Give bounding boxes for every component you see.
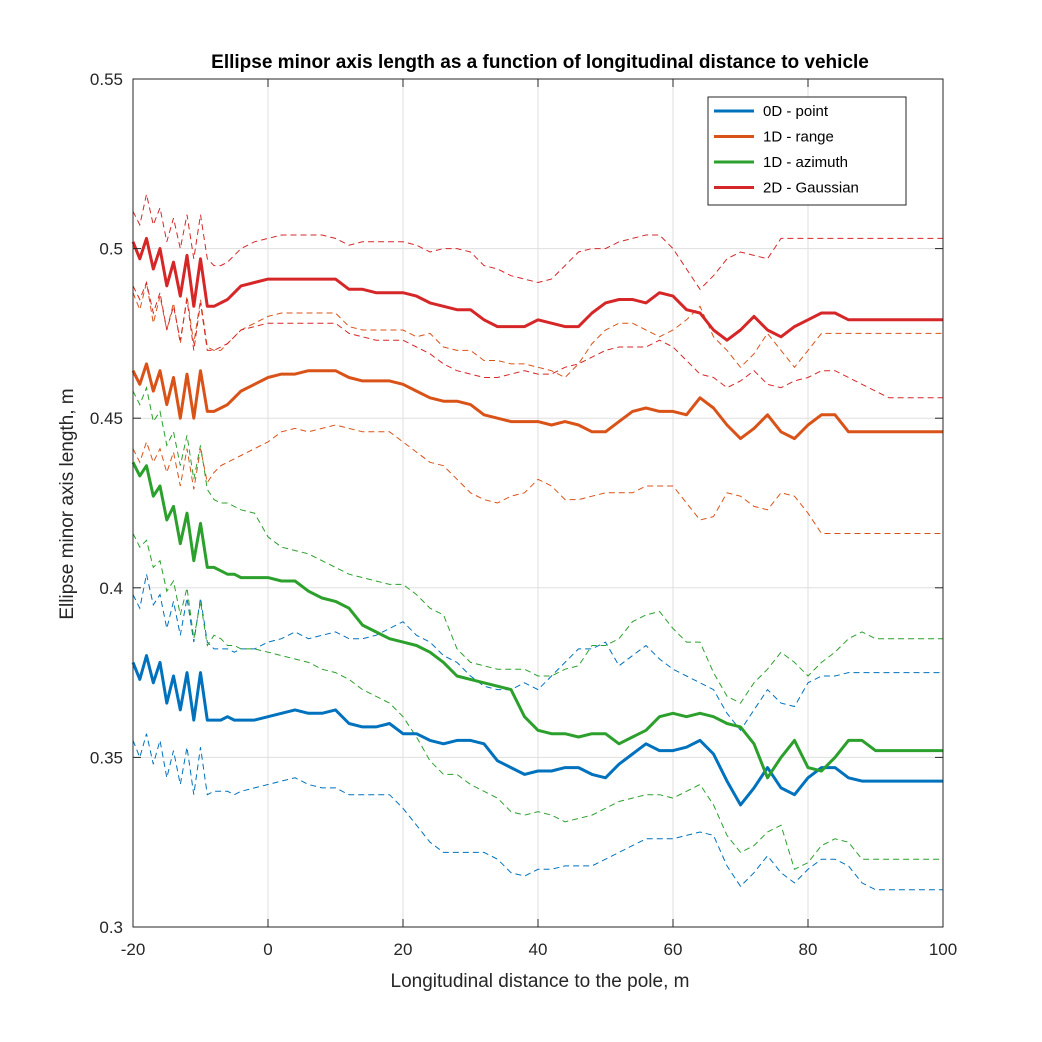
y-tick-label: 0.45 <box>90 409 123 428</box>
y-tick-label: 0.4 <box>99 579 123 598</box>
confidence-bands <box>132 194 943 891</box>
series-line-1d-azimuth <box>131 461 943 780</box>
lower-bound-0d-point <box>132 733 943 891</box>
series-lines <box>131 236 943 807</box>
x-tick-label: 40 <box>529 940 548 959</box>
legend-entry: 1D - range <box>763 129 834 146</box>
series-line-0d-point <box>131 654 943 807</box>
y-tick-label: 0.35 <box>90 748 123 767</box>
upper-bound-1d-range <box>132 282 943 379</box>
series-line-1d-range <box>131 362 943 441</box>
y-tick-label: 0.5 <box>99 240 123 259</box>
x-tick-label: 60 <box>664 940 683 959</box>
legend-entry: 2D - Gaussian <box>763 180 859 197</box>
y-axis-ticks: 0.3 0.35 0.4 0.45 0.5 0.55 <box>90 70 943 937</box>
lower-bound-2d-gaussian <box>132 280 943 399</box>
x-tick-label: 20 <box>394 940 413 959</box>
y-tick-label: 0.3 <box>99 918 123 937</box>
lower-bound-1d-range <box>132 424 943 534</box>
upper-bound-2d-gaussian <box>132 194 943 291</box>
upper-bound-1d-azimuth <box>132 385 943 704</box>
lower-bound-1d-azimuth <box>132 533 943 871</box>
legend: 0D - point 1D - range 1D - azimuth 2D - Gau… <box>707 96 907 206</box>
legend-entry: 1D - azimuth <box>763 154 848 171</box>
x-axis-label: Longitudinal distance to the pole, m <box>391 971 690 992</box>
x-tick-label: 0 <box>263 940 272 959</box>
y-tick-label: 0.55 <box>90 70 123 89</box>
upper-bound-0d-point <box>132 574 943 732</box>
y-axis-label: Ellipse minor axis length, m <box>57 388 78 619</box>
x-tick-label: 80 <box>799 940 818 959</box>
x-tick-label: -20 <box>121 940 146 959</box>
legend-entry: 0D - point <box>763 103 829 120</box>
chart-title: Ellipse minor axis length as a function … <box>211 52 869 73</box>
series-line-2d-gaussian <box>131 236 943 342</box>
x-axis-ticks: -20 0 20 40 60 80 100 <box>121 79 957 959</box>
x-tick-label: 100 <box>929 940 957 959</box>
